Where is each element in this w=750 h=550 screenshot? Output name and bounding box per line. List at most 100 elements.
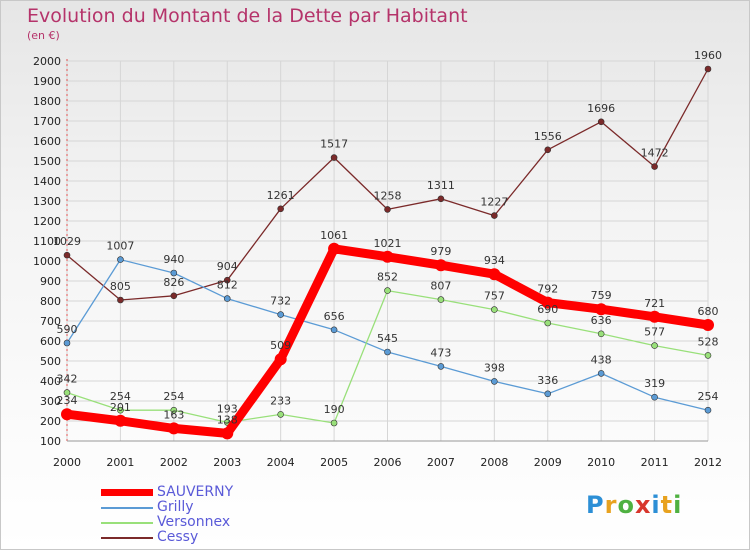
legend-label-cessy: Cessy [157, 529, 199, 545]
x-tick-label: 2001 [106, 456, 134, 469]
data-label-grilly: 732 [270, 295, 291, 308]
proxiti-logo: Proxiti [586, 491, 683, 519]
y-tick-label: 700 [40, 315, 61, 328]
data-labels: 1029 805 826 904 1261 1517 1258 1311 1227 1556 169… [53, 49, 722, 426]
data-label-grilly: 473 [430, 346, 451, 359]
point-sauverny [114, 414, 127, 427]
data-label-cessy: 1227 [480, 196, 508, 209]
series-group [61, 65, 714, 440]
data-label-versonnex: 852 [377, 271, 398, 284]
data-label-grilly: 590 [57, 323, 78, 336]
y-tick-label: 1100 [33, 235, 61, 248]
legend-swatch-versonnex [101, 521, 153, 524]
x-tick-label: 2005 [320, 456, 348, 469]
point-versonnex [330, 419, 338, 427]
data-label-grilly: 545 [377, 332, 398, 345]
point-sauverny [541, 296, 554, 309]
data-label-sauverny: 163 [163, 408, 184, 421]
x-tick-label: 2009 [534, 456, 562, 469]
point-grilly [384, 348, 391, 356]
data-label-grilly: 940 [163, 253, 184, 266]
point-versonnex [277, 411, 284, 418]
point-cessy [384, 206, 391, 213]
y-tick-label: 1600 [33, 135, 61, 148]
data-label-cessy: 1517 [320, 138, 348, 151]
data-label-versonnex: 690 [537, 303, 558, 316]
point-cessy [597, 118, 605, 126]
x-tick-label: 2000 [53, 456, 81, 469]
x-tick-label: 2004 [267, 456, 295, 469]
point-versonnex [597, 330, 605, 338]
point-cessy [63, 251, 71, 259]
y-tick-label: 1700 [33, 115, 61, 128]
y-tick-label: 1000 [33, 255, 61, 268]
data-label-grilly: 656 [324, 310, 345, 323]
y-tick-label: 900 [40, 275, 61, 288]
data-label-cessy: 1960 [694, 49, 722, 62]
point-grilly [437, 363, 445, 370]
point-sauverny [702, 319, 714, 331]
data-label-cessy: 1261 [267, 189, 295, 202]
y-tick-label: 600 [40, 335, 61, 348]
point-grilly [63, 339, 71, 347]
point-cessy [651, 163, 658, 170]
data-label-cessy: 1029 [53, 235, 81, 248]
legend-swatch-grilly [101, 506, 153, 509]
y-tick-label: 500 [40, 355, 61, 368]
data-label-versonnex: 757 [484, 290, 505, 303]
data-label-sauverny: 934 [484, 254, 505, 267]
y-tick-label: 1400 [33, 175, 61, 188]
point-cessy [491, 212, 498, 219]
point-cessy [544, 146, 552, 154]
data-label-sauverny: 509 [270, 339, 291, 352]
data-label-versonnex: 254 [163, 390, 184, 403]
y-tick-label: 1500 [33, 155, 61, 168]
grid [66, 60, 709, 442]
legend-swatch-cessy [101, 536, 153, 539]
data-label-sauverny: 721 [644, 297, 665, 310]
legend-item-grilly: Grilly [101, 500, 233, 515]
y-tick-label: 2000 [33, 55, 61, 68]
data-label-sauverny: 1021 [374, 237, 402, 250]
point-sauverny [488, 268, 501, 281]
point-cessy [277, 205, 284, 213]
x-tick-label: 2012 [694, 456, 722, 469]
point-grilly [170, 269, 178, 277]
point-cessy [704, 65, 712, 73]
data-label-grilly: 319 [644, 377, 665, 390]
x-tick-label: 2010 [587, 456, 615, 469]
chart-title: Evolution du Montant de la Dette par Hab… [27, 5, 468, 27]
legend-label-sauverny: SAUVERNY [157, 484, 234, 500]
data-label-cessy: 1311 [427, 179, 455, 192]
data-label-cessy: 904 [217, 260, 238, 273]
data-label-sauverny: 792 [537, 283, 558, 296]
point-grilly [597, 370, 605, 377]
unit-label: (en €) [27, 29, 60, 42]
point-versonnex [651, 342, 658, 349]
x-tick-label: 2006 [374, 456, 402, 469]
data-label-sauverny: 234 [57, 394, 78, 407]
point-sauverny [167, 422, 180, 435]
y-tick-label: 100 [40, 435, 61, 448]
data-label-sauverny: 138 [217, 413, 238, 426]
point-grilly [544, 390, 552, 398]
y-tick-label: 300 [40, 395, 61, 408]
point-cessy [170, 292, 178, 300]
data-label-versonnex: 577 [644, 326, 665, 339]
point-grilly [223, 295, 231, 302]
data-label-cessy: 1696 [587, 102, 615, 115]
point-grilly [704, 406, 712, 414]
y-tick-label: 1300 [33, 195, 61, 208]
data-label-grilly: 812 [217, 279, 238, 292]
point-sauverny [274, 353, 287, 366]
axes: 100 200 300 400 500 600 700 800 900 1000 1100 1200 1… [33, 55, 722, 469]
data-label-sauverny: 1061 [320, 229, 348, 242]
point-sauverny [381, 250, 394, 263]
point-grilly [491, 378, 498, 385]
data-label-sauverny: 759 [591, 289, 612, 302]
legend-swatch-sauverny [101, 489, 153, 496]
data-label-cessy: 1472 [641, 147, 669, 160]
data-label-versonnex: 233 [270, 394, 291, 407]
point-grilly [277, 311, 284, 318]
